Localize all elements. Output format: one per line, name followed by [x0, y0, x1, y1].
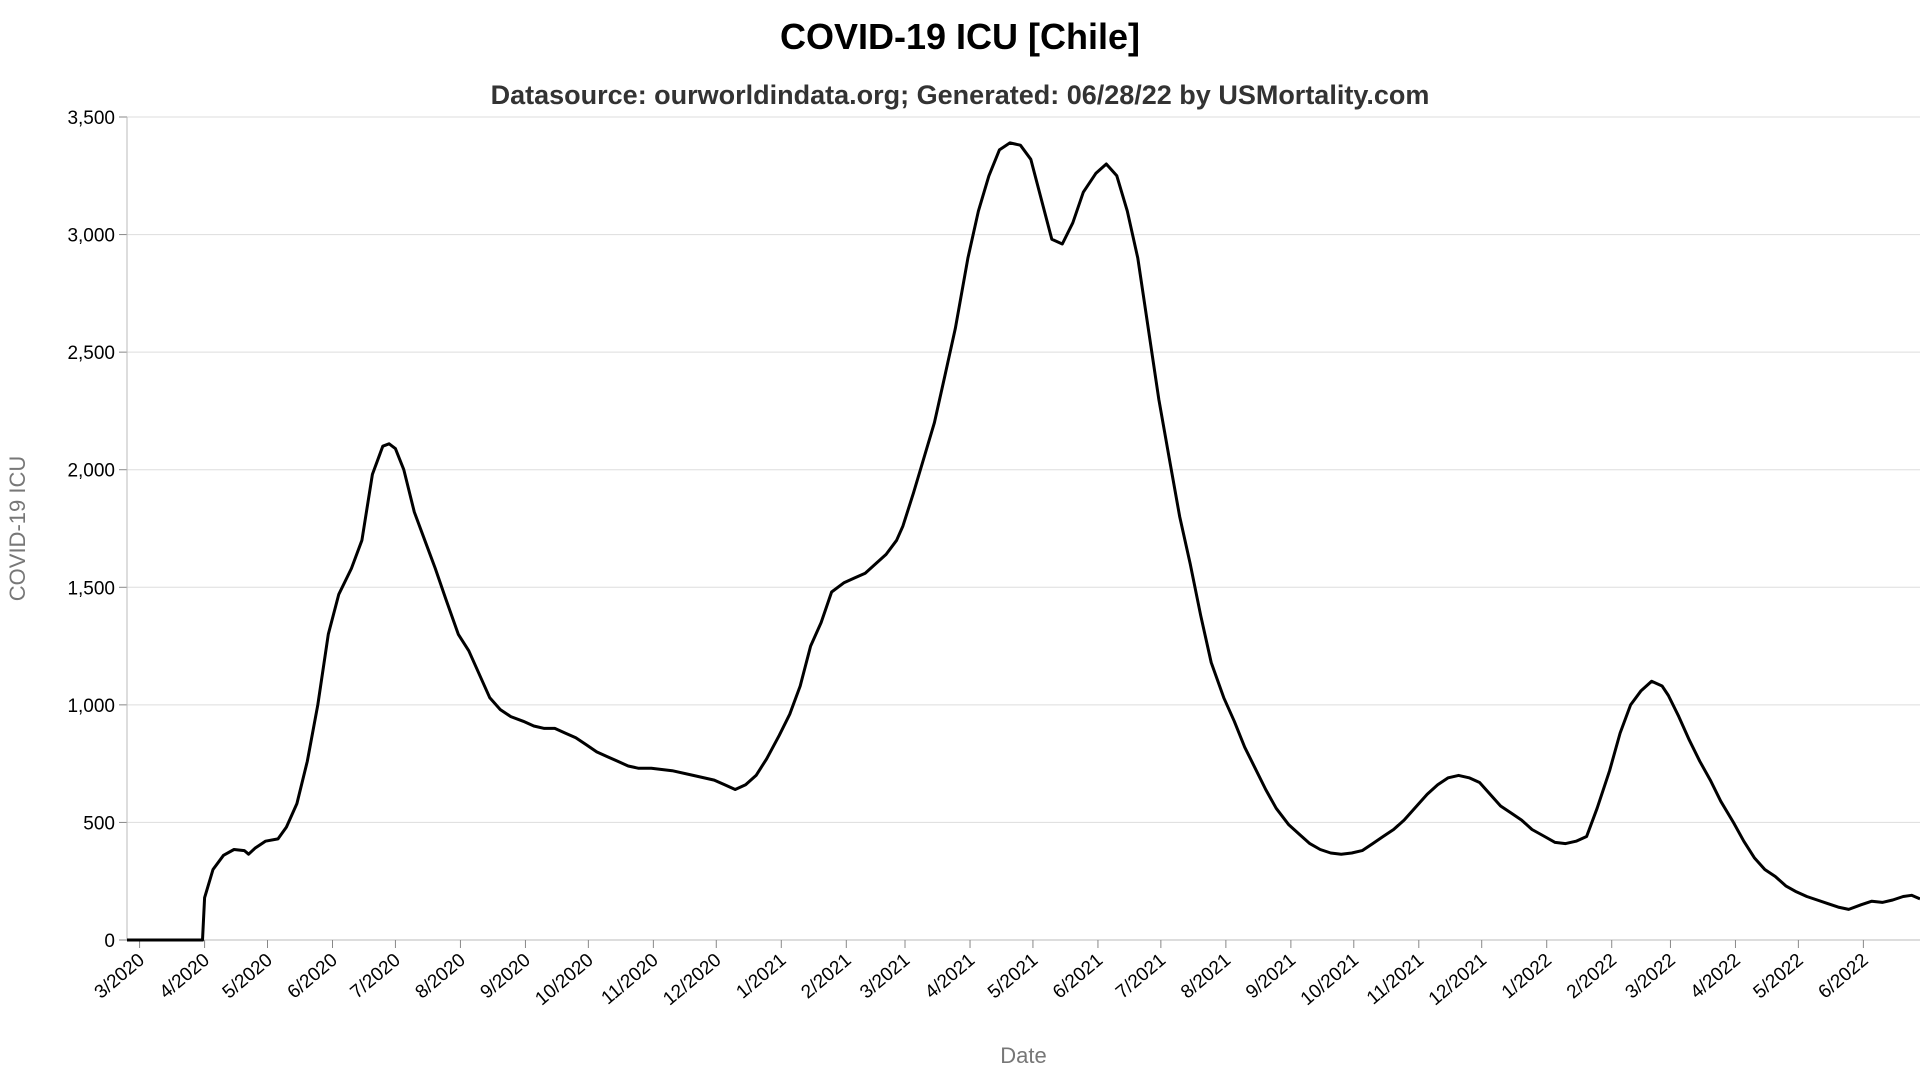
- x-tick-label: 7/2021: [1112, 950, 1170, 1003]
- x-tick-label: 10/2021: [1297, 950, 1363, 1010]
- x-tick-label: 2/2021: [797, 950, 855, 1003]
- chart-title: COVID-19 ICU [Chile]: [779, 16, 1141, 57]
- x-tick-label: 11/2020: [598, 950, 663, 1009]
- x-tick-label: 10/2020: [531, 950, 597, 1010]
- x-tick-label: 3/2020: [91, 950, 149, 1003]
- x-tick-label: 6/2021: [1049, 950, 1107, 1003]
- x-tick-label: 12/2020: [659, 950, 725, 1010]
- x-tick-label: 3/2021: [856, 950, 914, 1003]
- x-tick-label: 1/2021: [732, 950, 790, 1003]
- y-tick-label: 2,000: [67, 461, 115, 482]
- y-tick-label: 3,000: [67, 226, 115, 247]
- chart-subtitle: Datasource: ourworldindata.org; Generate…: [490, 80, 1430, 110]
- x-tick-label: 2/2022: [1563, 950, 1621, 1003]
- y-tick-label: 2,500: [67, 343, 115, 364]
- x-tick-label: 4/2020: [156, 950, 214, 1003]
- x-tick-label: 11/2021: [1363, 950, 1428, 1009]
- y-axis-title: COVID-19 ICU: [5, 456, 30, 601]
- y-tick-label: 3,500: [67, 108, 115, 129]
- y-tick-label: 500: [83, 813, 115, 834]
- x-tick-label: 6/2020: [284, 950, 342, 1003]
- x-tick-label: 5/2022: [1750, 950, 1808, 1003]
- x-tick-label: 7/2020: [347, 950, 405, 1003]
- gridlines: [127, 116, 1920, 941]
- x-tick-label: 5/2020: [219, 950, 277, 1003]
- series-line: [127, 141, 1920, 942]
- series-layer: [127, 141, 1920, 942]
- y-tick-label: 0: [104, 931, 115, 952]
- x-axis-title: Date: [1000, 1043, 1046, 1068]
- x-tick-label: 4/2021: [921, 950, 979, 1003]
- x-tick-label: 1/2022: [1498, 950, 1556, 1003]
- axes: 0 500 1,000 1,500 2,000 2,500 3,000 3,500 3/2020…: [67, 108, 1920, 1010]
- x-tick-label: 4/2022: [1687, 950, 1745, 1003]
- x-tick-label: 9/2020: [477, 950, 535, 1003]
- x-tick-label: 8/2020: [412, 950, 470, 1003]
- x-tick-label: 3/2022: [1622, 950, 1680, 1003]
- x-tick-label: 5/2021: [984, 950, 1042, 1003]
- y-tick-label: 1,500: [67, 578, 115, 599]
- x-tick-label: 6/2022: [1815, 950, 1873, 1003]
- x-tick-label: 8/2021: [1177, 950, 1235, 1003]
- x-tick-label: 9/2021: [1242, 950, 1300, 1003]
- x-tick-label: 12/2021: [1425, 950, 1491, 1010]
- y-tick-label: 1,000: [67, 696, 115, 717]
